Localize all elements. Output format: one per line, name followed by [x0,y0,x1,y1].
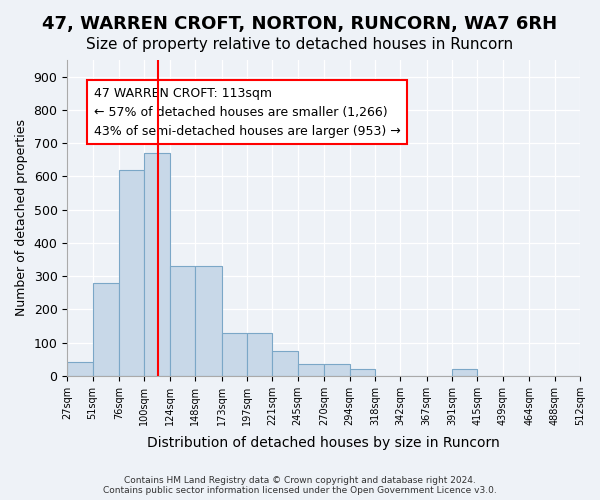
Text: 47, WARREN CROFT, NORTON, RUNCORN, WA7 6RH: 47, WARREN CROFT, NORTON, RUNCORN, WA7 6… [43,15,557,33]
Bar [350,369,375,376]
Bar [324,364,350,376]
Text: Contains HM Land Registry data © Crown copyright and database right 2024.
Contai: Contains HM Land Registry data © Crown c… [103,476,497,495]
Bar [272,351,298,376]
Bar [221,332,247,376]
Y-axis label: Number of detached properties: Number of detached properties [15,120,28,316]
Text: 47 WARREN CROFT: 113sqm
← 57% of detached houses are smaller (1,266)
43% of semi: 47 WARREN CROFT: 113sqm ← 57% of detache… [94,86,400,138]
Bar [195,266,221,376]
Bar [170,266,195,376]
Bar [247,332,272,376]
Bar [92,282,119,376]
Bar [67,362,92,376]
Text: Size of property relative to detached houses in Runcorn: Size of property relative to detached ho… [86,38,514,52]
Bar [452,369,478,376]
X-axis label: Distribution of detached houses by size in Runcorn: Distribution of detached houses by size … [147,436,500,450]
Bar [119,170,145,376]
Bar [298,364,324,376]
Bar [145,153,170,376]
